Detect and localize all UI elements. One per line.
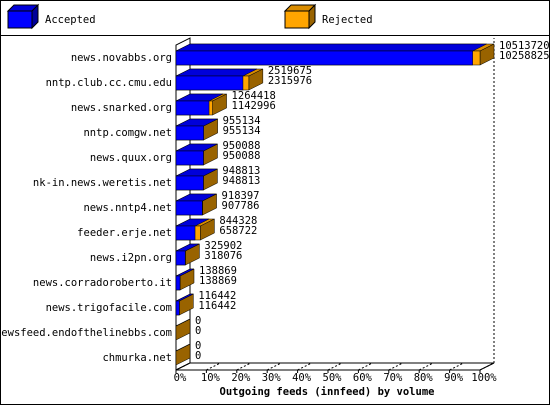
value-label: 950088 [222, 150, 260, 162]
x-tick-label: 40% [292, 372, 312, 384]
x-tick-label: 20% [231, 372, 251, 384]
tick-mark [418, 362, 434, 371]
tick-mark [206, 362, 221, 371]
tick-mark [327, 362, 343, 371]
tick-mark [266, 362, 282, 371]
bar [175, 225, 196, 241]
x-tick-label: 60% [353, 372, 373, 384]
value-label: 318076 [204, 250, 242, 262]
value-label: 325902 [204, 240, 242, 252]
y-tick-label: news.trigofacile.com [46, 302, 172, 314]
bar [175, 300, 180, 316]
value-label: 2519675 [268, 65, 312, 77]
tick-mark [449, 362, 464, 371]
value-label: 955134 [223, 115, 261, 127]
value-label: 950088 [222, 140, 260, 152]
value-label: 1142996 [232, 100, 276, 112]
tick-mark [358, 362, 373, 371]
x-tick-label: 10% [201, 372, 221, 384]
bar-top [175, 343, 191, 352]
value-label: 2315976 [268, 75, 312, 87]
value-label: 0 [195, 340, 201, 352]
bar [175, 100, 210, 116]
bar-top [175, 43, 487, 52]
value-label: 116442 [198, 300, 236, 312]
value-label: 844328 [219, 215, 257, 227]
tick-mark [388, 362, 404, 371]
bar [175, 250, 186, 266]
value-label: 918397 [222, 190, 260, 202]
tick-mark [236, 362, 252, 371]
y-tick-label: news.corradoroberto.it [33, 277, 172, 289]
bar [175, 200, 203, 216]
x-tick-label: 90% [444, 372, 464, 384]
y-tick-label: news.snarked.org [71, 102, 172, 114]
y-tick-label: feeder.erje.net [77, 227, 172, 239]
bar-top [175, 68, 258, 77]
y-tick-label: news.i2pn.org [90, 252, 172, 264]
legend-swatch [7, 10, 33, 29]
value-label: 0 [195, 350, 201, 362]
bar [175, 150, 204, 166]
value-label: 10513720 [499, 40, 550, 52]
x-tick-label: 70% [383, 372, 403, 384]
value-label: 955134 [223, 125, 261, 137]
bar [175, 275, 181, 291]
bar [175, 175, 204, 191]
tick-mark [175, 362, 191, 371]
value-label: 10258825 [499, 50, 550, 62]
axis-floor [175, 362, 495, 371]
y-tick-label: news.novabbs.org [71, 52, 172, 64]
tick-mark [479, 362, 495, 371]
bar [175, 125, 204, 141]
tick-mark [297, 362, 312, 371]
y-tick-label: chmurka.net [102, 352, 172, 364]
bar-top [175, 318, 191, 327]
y-tick-label: nntp.comgw.net [83, 127, 172, 139]
value-label: 116442 [198, 290, 236, 302]
value-label: 0 [195, 325, 201, 337]
y-tick-label: newsfeed.endofthelinebbs.com [0, 327, 172, 339]
y-tick-label: news.quux.org [90, 152, 172, 164]
x-tick-label: 80% [414, 372, 434, 384]
y-tick-label: nntp.club.cc.cmu.edu [46, 77, 172, 89]
value-label: 948813 [222, 175, 260, 187]
x-tick-label: 0% [174, 372, 187, 384]
bar [175, 75, 244, 91]
legend-label: Accepted [45, 14, 96, 26]
value-label: 138869 [199, 265, 237, 277]
x-tick-label: 100% [471, 372, 497, 384]
value-label: 1264418 [232, 90, 276, 102]
legend-label: Rejected [322, 14, 373, 26]
value-label: 907786 [222, 200, 260, 212]
legend-swatch [284, 10, 310, 29]
x-axis-title: Outgoing feeds (innfeed) by volume [220, 386, 435, 398]
value-label: 0 [195, 315, 201, 327]
y-tick-label: nk-in.news.weretis.net [33, 177, 172, 189]
x-tick-label: 30% [262, 372, 282, 384]
value-label: 658722 [219, 225, 257, 237]
x-tick-label: 50% [323, 372, 343, 384]
bar [175, 50, 473, 66]
value-label: 138869 [199, 275, 237, 287]
y-tick-label: news.nntp4.net [83, 202, 172, 214]
value-label: 948813 [222, 165, 260, 177]
